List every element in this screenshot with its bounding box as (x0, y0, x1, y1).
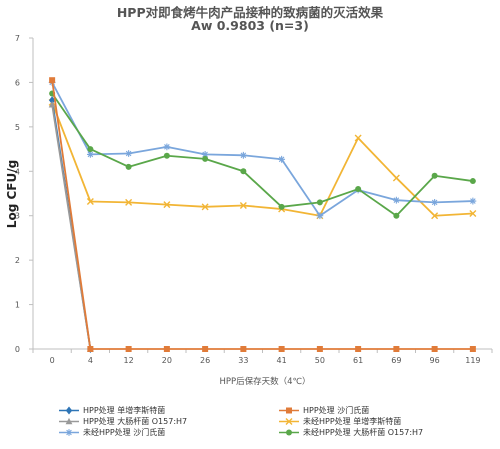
y-axis-label: Log CFU/g (5, 160, 19, 228)
legend-item: HPP处理 沙门氏菌 (278, 405, 369, 416)
legend-label: 未经HPP处理 单增李斯特菌 (303, 417, 402, 426)
x-tick-label: 61 (353, 356, 363, 365)
legend-label: 未经HPP处理 大肠杆菌 O157:H7 (303, 428, 424, 437)
data-point (278, 346, 285, 352)
data-point (431, 346, 438, 352)
legend-item: 未经HPP处理 沙门氏菌 (58, 427, 165, 438)
y-tick-label: 2 (15, 256, 20, 265)
data-point (125, 163, 132, 170)
data-point (469, 178, 476, 185)
y-tick-label: 4 (15, 167, 20, 176)
data-point (431, 172, 438, 179)
data-point (239, 151, 247, 159)
y-tick-label: 5 (15, 123, 20, 132)
series-line (51, 82, 473, 217)
x-tick-label: 4 (88, 356, 93, 365)
y-tick-label: 3 (15, 212, 20, 221)
data-point (393, 212, 400, 219)
data-point (316, 346, 323, 352)
data-point (49, 77, 56, 84)
data-point (355, 186, 362, 193)
data-point (202, 346, 209, 352)
data-point (48, 96, 56, 105)
data-point (392, 196, 400, 204)
data-point (201, 203, 209, 211)
data-point (125, 198, 133, 206)
chart-subtitle: Aw 0.9803 (n=3) (191, 18, 309, 33)
data-point (125, 346, 132, 352)
data-point (48, 101, 56, 108)
series-line (51, 80, 473, 350)
series-1 (49, 77, 476, 352)
y-tick-label: 6 (15, 78, 20, 87)
data-point (355, 346, 362, 352)
x-tick-label: 50 (315, 356, 325, 365)
series-line (51, 93, 473, 217)
data-point (239, 202, 247, 209)
data-point (86, 198, 94, 205)
x-tick-label: 0 (50, 356, 55, 365)
legend-swatch (59, 406, 79, 415)
x-tick-label: 96 (430, 356, 440, 365)
data-point (469, 346, 476, 352)
y-tick-label: 0 (15, 345, 20, 354)
data-point (431, 198, 439, 206)
data-point (163, 346, 170, 352)
legend-label: HPP处理 大肠杆菌 O157:H7 (83, 417, 188, 426)
legend-item: 未经HPP处理 大肠杆菌 O157:H7 (278, 427, 423, 438)
series-3 (48, 98, 477, 220)
data-point (202, 155, 209, 162)
series-line (51, 102, 473, 217)
legend-label: HPP处理 单增李斯特菌 (83, 406, 166, 415)
data-point (278, 203, 285, 210)
data-point (316, 212, 324, 220)
data-point (240, 346, 247, 352)
series-layer (48, 77, 477, 353)
legend-item: HPP处理 大肠杆菌 O157:H7 (58, 416, 187, 427)
data-point (431, 212, 439, 220)
legend-item: HPP处理 单增李斯特菌 (58, 405, 165, 416)
legend-label: 未经HPP处理 沙门氏菌 (83, 428, 166, 437)
data-point (240, 168, 247, 175)
x-tick-label: 20 (162, 356, 172, 365)
legend-swatch (59, 417, 79, 425)
data-point (87, 346, 94, 352)
data-point (125, 150, 133, 157)
data-point (87, 146, 94, 153)
legend-swatch (279, 429, 299, 436)
x-tick-label: 41 (277, 356, 287, 365)
y-tick-label: 1 (15, 301, 20, 310)
data-point (392, 174, 400, 182)
x-tick-label: 12 (124, 356, 134, 365)
data-point (201, 151, 209, 158)
data-point (163, 152, 170, 159)
x-tick-label: 26 (200, 356, 210, 365)
data-point (316, 199, 323, 206)
x-axis-label: HPP后保存天数（4℃） (219, 376, 310, 387)
x-tick-label: 33 (238, 356, 248, 365)
data-point (278, 155, 286, 163)
data-point (393, 346, 400, 352)
y-tick-label: 7 (15, 34, 20, 43)
legend-swatch (59, 429, 79, 436)
legend-swatch (279, 418, 299, 425)
data-point (469, 197, 477, 205)
legend-label: HPP处理 沙门氏菌 (303, 406, 370, 415)
series-2 (48, 101, 94, 352)
chart-title: HPP对即食烤牛肉产品接种的致病菌的灭活效果 (116, 5, 384, 20)
data-point (354, 134, 362, 142)
data-point (163, 201, 171, 209)
x-tick-label: 119 (465, 356, 480, 365)
data-point (163, 143, 171, 151)
x-tick-label: 69 (391, 356, 401, 365)
legend-item: 未经HPP处理 单增李斯特菌 (278, 416, 401, 427)
data-point (469, 209, 477, 217)
legend-swatch (279, 407, 299, 414)
data-point (86, 151, 94, 158)
